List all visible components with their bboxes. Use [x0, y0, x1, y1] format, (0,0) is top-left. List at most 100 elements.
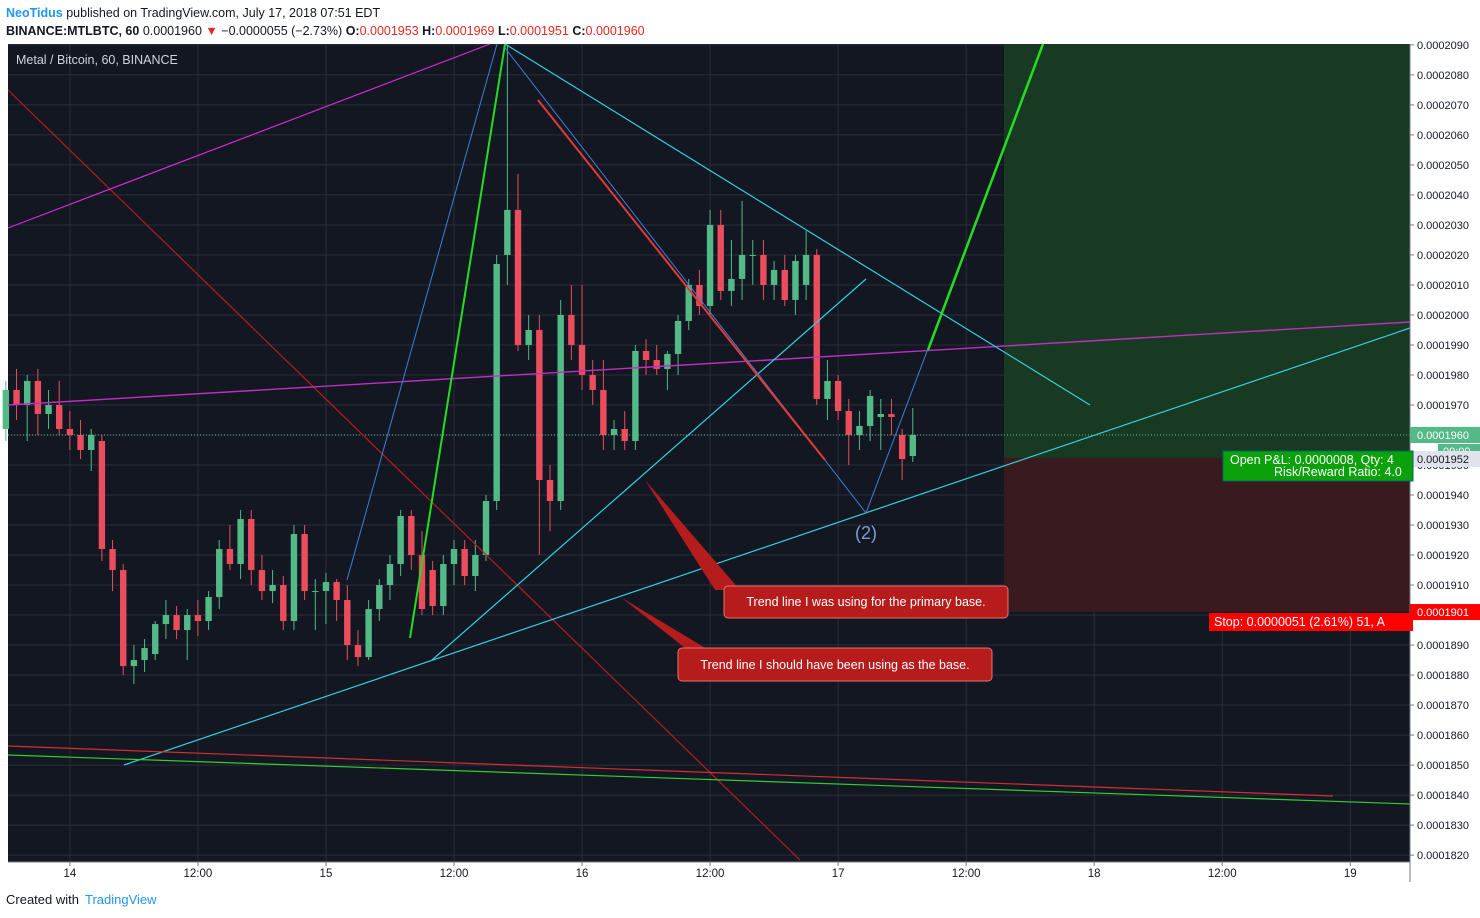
candle-body — [162, 615, 170, 625]
h: 0.0001969 — [435, 24, 495, 38]
y-tick-label: 0.0001930 — [1417, 520, 1469, 532]
candle-body — [173, 615, 180, 631]
candle-body — [717, 224, 724, 291]
candle-body — [429, 570, 436, 607]
candle-body — [365, 609, 372, 658]
wave-label: (2) — [855, 523, 877, 543]
candle-body — [674, 320, 682, 354]
candle-body — [546, 480, 554, 502]
candle-body — [376, 585, 383, 610]
candle-body — [493, 263, 500, 502]
annotation: Trend line I should have been using as t… — [700, 658, 969, 672]
candle-body — [120, 570, 127, 667]
header: NeoTidus published on TradingView.com, J… — [6, 6, 645, 38]
brand[interactable]: TradingView — [84, 892, 157, 907]
stop-label: Stop: 0.0000051 (2.61%) 51, A — [1214, 615, 1386, 629]
change: −0.0000055 (−2.73%) — [221, 24, 343, 38]
x-tick-label: 18 — [1088, 868, 1101, 880]
x-tick-label: 15 — [320, 868, 333, 880]
candle-body — [504, 209, 511, 255]
candle-body — [632, 350, 639, 441]
candle-body — [664, 353, 671, 369]
candle-body — [461, 549, 468, 577]
candle-body — [56, 404, 63, 429]
chart: Metal / Bitcoin, 60, BINANCE Trend line … — [2, 39, 1480, 882]
candle-body — [194, 615, 202, 622]
c: 0.0001960 — [585, 24, 645, 38]
drawings — [7, 43, 1411, 861]
l: 0.0001951 — [509, 24, 569, 38]
last: 0.0001960 — [142, 24, 202, 38]
y-tick-label: 0.0002020 — [1417, 250, 1469, 262]
candle-body — [600, 389, 607, 435]
y-tick-label: 0.0002070 — [1417, 100, 1469, 112]
x-tick-label: 19 — [1344, 868, 1357, 880]
candle-body — [824, 380, 831, 399]
o: 0.0001953 — [359, 24, 419, 38]
candle-body — [888, 413, 895, 417]
x-tick-label: 17 — [832, 868, 845, 880]
candle-body — [845, 410, 852, 435]
candle-body — [781, 269, 788, 300]
candle-body — [877, 413, 884, 417]
profit-zone — [1004, 44, 1410, 458]
candle-body — [749, 254, 756, 256]
candle-body — [152, 624, 159, 655]
entry-price-label: 0.0001952 — [1417, 454, 1469, 466]
entry-price-tag — [1410, 451, 1480, 468]
candle-body — [706, 224, 714, 306]
candle-body — [866, 395, 874, 426]
candle-body — [418, 555, 426, 610]
candle-body — [344, 600, 351, 646]
y-tick-label: 0.0001980 — [1417, 370, 1469, 382]
candle-body — [322, 582, 330, 592]
x-tick-label: 12:00 — [696, 868, 725, 880]
candle-body — [472, 555, 479, 577]
annotation-box — [723, 585, 1009, 619]
l-key: L: — [497, 24, 510, 38]
author[interactable]: NeoTidus — [6, 6, 63, 20]
y-tick-label: 0.0001910 — [1417, 580, 1469, 592]
candle-body — [589, 374, 596, 390]
candle-body — [141, 648, 148, 661]
candle-body — [301, 534, 308, 592]
candle-body — [216, 549, 223, 598]
y-tick-label: 0.0002060 — [1417, 130, 1469, 142]
candle-body — [578, 344, 586, 375]
candle-body — [792, 260, 799, 300]
h-key: H: — [422, 24, 436, 38]
c-key: C: — [572, 24, 586, 38]
candle-body — [280, 585, 287, 622]
candle-body — [184, 615, 191, 631]
candle-body — [66, 428, 74, 435]
footer: Created with TradingView — [6, 892, 157, 907]
candle-body — [312, 591, 319, 593]
o-key: O: — [345, 24, 360, 38]
candle-body — [610, 428, 618, 435]
y-tick-label: 0.0002080 — [1417, 70, 1469, 82]
y-tick-label: 0.0002090 — [1417, 40, 1469, 52]
y-tick-label: 0.0001840 — [1417, 790, 1469, 802]
x-tick-label: 12:00 — [184, 868, 213, 880]
candle-body — [397, 516, 404, 565]
candle-body — [525, 329, 532, 345]
candle-body — [568, 314, 575, 345]
annotation: Trend line I was using for the primary b… — [746, 595, 985, 609]
stop-price-tag — [1410, 604, 1480, 621]
published: published on TradingView.com, July 17, 2… — [66, 6, 381, 20]
y-tick-label: 0.0001920 — [1417, 550, 1469, 562]
candle-body — [728, 278, 735, 291]
y-tick-label: 0.0001880 — [1417, 670, 1469, 682]
candle-body — [642, 350, 650, 360]
candle-body — [834, 380, 842, 411]
candle-body — [802, 254, 810, 285]
candle-body — [386, 564, 394, 586]
candle-body — [290, 534, 298, 622]
candle-body — [557, 314, 564, 502]
candle-body — [88, 434, 95, 450]
y-tick-label: 0.0001830 — [1417, 820, 1469, 832]
y-tick-label: 0.0001870 — [1417, 700, 1469, 712]
y-tick-label: 0.0002030 — [1417, 220, 1469, 232]
x-tick-label: 14 — [63, 868, 76, 880]
